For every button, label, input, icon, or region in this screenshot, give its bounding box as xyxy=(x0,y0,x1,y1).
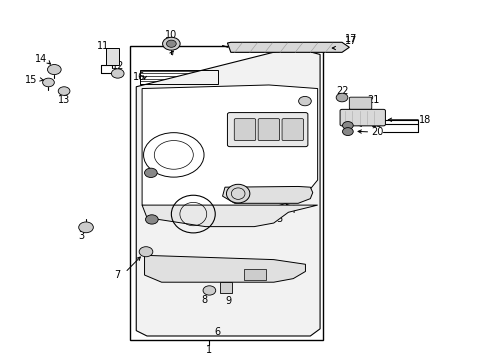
Polygon shape xyxy=(144,255,305,282)
Text: 15: 15 xyxy=(25,75,37,85)
Text: 1: 1 xyxy=(205,345,211,355)
Text: 13: 13 xyxy=(58,95,70,105)
Bar xyxy=(220,282,231,293)
Circle shape xyxy=(298,96,311,106)
Text: 19: 19 xyxy=(370,120,383,129)
Text: 20: 20 xyxy=(370,127,383,137)
Circle shape xyxy=(47,64,61,75)
Bar xyxy=(105,48,119,65)
Text: 6: 6 xyxy=(214,327,220,337)
Text: 21: 21 xyxy=(367,95,379,105)
Text: 2: 2 xyxy=(307,90,314,100)
Circle shape xyxy=(335,93,347,102)
FancyBboxPatch shape xyxy=(282,119,303,140)
Text: 3: 3 xyxy=(78,231,84,240)
Bar xyxy=(140,69,217,84)
Circle shape xyxy=(144,168,157,177)
Text: 17: 17 xyxy=(344,34,356,44)
FancyBboxPatch shape xyxy=(227,113,307,147)
Polygon shape xyxy=(227,42,348,52)
Text: 17: 17 xyxy=(344,36,356,46)
Text: 22: 22 xyxy=(335,86,347,96)
FancyBboxPatch shape xyxy=(339,109,385,126)
Polygon shape xyxy=(136,47,320,336)
Circle shape xyxy=(58,87,70,95)
Circle shape xyxy=(111,69,124,78)
Text: 8: 8 xyxy=(201,295,207,305)
Text: 4: 4 xyxy=(288,206,295,216)
Polygon shape xyxy=(222,186,312,203)
Text: 7: 7 xyxy=(114,270,121,280)
Ellipse shape xyxy=(226,184,249,203)
Polygon shape xyxy=(142,205,317,226)
Circle shape xyxy=(162,37,180,50)
Circle shape xyxy=(166,40,176,47)
Text: 14: 14 xyxy=(35,54,47,64)
Text: 5: 5 xyxy=(276,214,282,224)
Circle shape xyxy=(203,286,215,295)
Bar xyxy=(244,269,266,280)
Text: 10: 10 xyxy=(165,30,177,40)
Circle shape xyxy=(342,128,352,135)
Text: 18: 18 xyxy=(418,115,430,125)
Circle shape xyxy=(145,215,158,224)
Text: 16: 16 xyxy=(133,72,145,82)
Text: 12: 12 xyxy=(111,61,123,71)
Circle shape xyxy=(139,247,153,257)
Circle shape xyxy=(42,78,54,87)
Text: 11: 11 xyxy=(97,41,109,50)
FancyBboxPatch shape xyxy=(348,97,371,109)
Polygon shape xyxy=(142,85,317,209)
Text: 2: 2 xyxy=(309,90,315,100)
Circle shape xyxy=(79,222,93,233)
Circle shape xyxy=(342,122,352,130)
FancyBboxPatch shape xyxy=(258,119,279,140)
Text: 9: 9 xyxy=(225,296,231,306)
Bar xyxy=(130,45,322,339)
FancyBboxPatch shape xyxy=(234,119,255,140)
